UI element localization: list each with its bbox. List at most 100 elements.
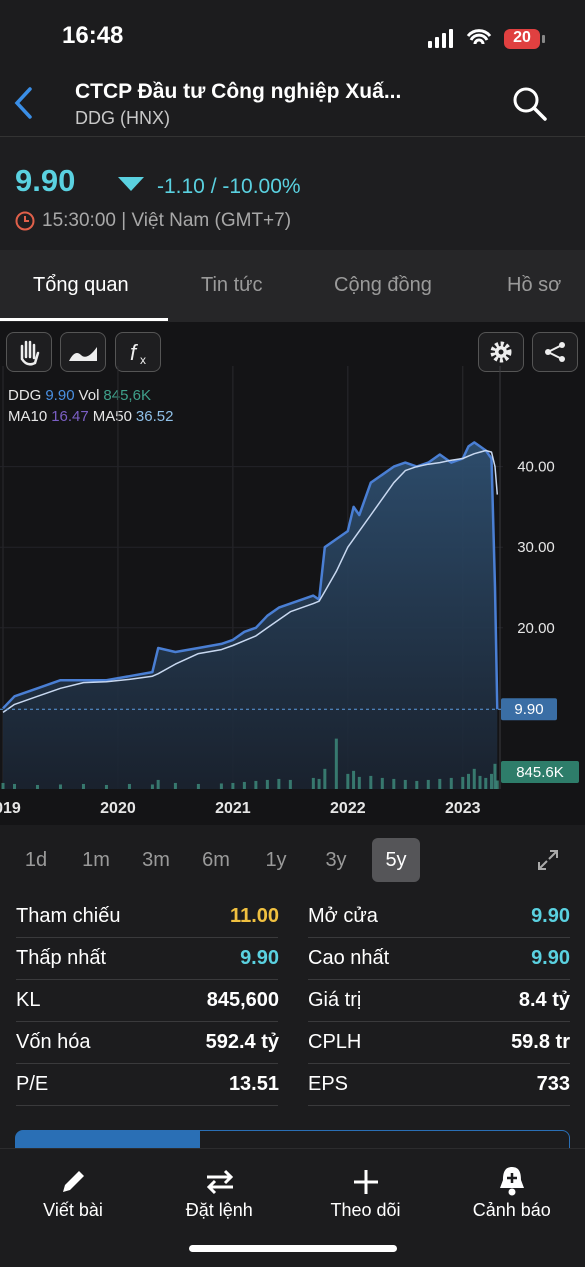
volume-bar — [490, 773, 494, 789]
price-area — [3, 442, 498, 789]
x-tick-label: 2020 — [100, 800, 136, 817]
volume-bar — [334, 738, 338, 789]
y-tick-label: 40.00 — [517, 459, 555, 476]
price-line — [2, 441, 499, 710]
range-button[interactable]: 3m — [142, 849, 170, 871]
fullscreen-button[interactable] — [536, 848, 560, 872]
range-button[interactable]: 1d — [24, 849, 48, 871]
volume-bar — [426, 779, 430, 789]
stat-label: Cao nhất — [308, 947, 390, 969]
clock-icon — [15, 211, 35, 231]
stats-row: Thấp nhất 9.90 Cao nhất 9.90 — [0, 938, 585, 980]
last-volume-box — [501, 761, 579, 783]
tab[interactable]: Tin tức — [201, 274, 263, 296]
volume-bar — [369, 775, 373, 789]
header: CTCP Đầu tư Công nghiệp Xuấ... DDG (HNX) — [0, 70, 585, 137]
quote-panel: 9.90 -1.10 / -10.00% 15:30:00 | Việt Nam… — [0, 137, 585, 250]
volume-bar — [392, 778, 396, 789]
settings-button[interactable] — [478, 332, 524, 372]
volume-bar — [288, 779, 292, 789]
nav-label[interactable]: Theo dõi — [330, 1200, 401, 1220]
volume-bar — [104, 784, 108, 789]
stat-value: 9.90 — [531, 947, 570, 969]
legend-item: 16.47 — [51, 408, 89, 425]
price-change: -1.10 / -10.00% — [157, 175, 301, 198]
stat-value: 59.8 tr — [511, 1031, 570, 1053]
chart-type-tool[interactable] — [60, 332, 106, 372]
stat-label: Mở cửa — [308, 905, 378, 927]
volume-bar — [472, 768, 476, 789]
range-selector: 1d 1m 3m 6m 1y 3y 5y — [0, 838, 585, 884]
stat-value: 9.90 — [531, 905, 570, 927]
nav-icon — [206, 1169, 234, 1195]
tab-bar: Tổng quan Tin tức Cộng đồng Hồ sơ — [0, 250, 585, 322]
home-indicator — [189, 1245, 397, 1252]
legend-item: Vol — [78, 387, 100, 404]
stat-value: 11.00 — [230, 905, 279, 927]
last-price-box — [501, 698, 557, 721]
volume-bar — [265, 779, 269, 789]
volume-bar — [219, 783, 223, 789]
stat-cell: Mở cửa 9.90 — [308, 896, 570, 938]
tab[interactable]: Cộng đồng — [334, 274, 432, 296]
volume-bar — [438, 778, 442, 789]
stat-label: Giá trị — [308, 989, 362, 1011]
last-volume-label: 845.6K — [516, 764, 564, 781]
nav-label[interactable]: Viết bài — [43, 1200, 103, 1220]
volume-bar — [380, 777, 384, 789]
range-button[interactable]: 1m — [82, 849, 110, 871]
volume-bar — [277, 778, 281, 789]
volume-bar — [461, 776, 465, 789]
volume-bar — [478, 775, 482, 789]
legend-item: MA10 — [8, 408, 48, 425]
stat-label: Thấp nhất — [16, 947, 107, 969]
y-tick-label: 20.00 — [517, 620, 555, 637]
tab[interactable]: Tổng quan — [33, 274, 129, 296]
legend-item: MA50 — [92, 408, 132, 425]
tab[interactable]: Hồ sơ — [507, 274, 562, 296]
x-tick-label: 2019 — [0, 800, 21, 817]
volume-bar — [196, 783, 200, 789]
volume-bar — [173, 782, 177, 789]
stat-value: 733 — [536, 1073, 570, 1095]
stat-cell: CPLH 59.8 tr — [308, 1022, 570, 1064]
stat-cell: Cao nhất 9.90 — [308, 938, 570, 980]
share-button[interactable] — [532, 332, 578, 372]
status-bar: 16:48 20 — [0, 0, 585, 70]
stat-cell: Giá trị 8.4 tỷ — [308, 980, 570, 1022]
stat-cell: Vốn hóa 592.4 tỷ — [16, 1022, 279, 1064]
volume-bar — [156, 779, 160, 789]
stat-value: 8.4 tỷ — [518, 989, 570, 1011]
range-button[interactable]: 3y — [325, 849, 347, 871]
volume-bar — [403, 779, 407, 789]
range-button[interactable]: 6m — [202, 849, 230, 871]
volume-bar — [323, 768, 327, 789]
nav-icon — [354, 1170, 378, 1194]
stats-row: Vốn hóa 592.4 tỷ CPLH 59.8 tr — [0, 1022, 585, 1064]
volume-bar — [254, 780, 258, 789]
range-button[interactable]: 5y — [372, 838, 420, 882]
volume-bar — [415, 780, 419, 789]
volume-bar — [35, 784, 39, 789]
stat-value: 592.4 tỷ — [205, 1031, 279, 1053]
gesture-tool[interactable] — [6, 332, 52, 372]
stat-cell: Thấp nhất 9.90 — [16, 938, 279, 980]
back-button[interactable] — [10, 86, 38, 120]
nav-label[interactable]: Cảnh báo — [472, 1200, 551, 1220]
x-tick-label: 2022 — [330, 800, 366, 817]
range-button[interactable]: 1y — [265, 849, 287, 871]
status-icons — [428, 29, 545, 49]
last-price-label: 9.90 — [514, 701, 543, 718]
legend-item: 9.90 — [45, 387, 75, 404]
stat-cell: P/E 13.51 — [16, 1064, 279, 1106]
clock: 16:48 — [62, 22, 124, 49]
volume-bar — [467, 773, 471, 789]
nav-label[interactable]: Đặt lệnh — [185, 1200, 253, 1220]
volume-bar — [346, 773, 350, 789]
volume-bar — [311, 777, 315, 789]
volume-bar — [12, 783, 16, 789]
search-button[interactable] — [510, 84, 550, 124]
